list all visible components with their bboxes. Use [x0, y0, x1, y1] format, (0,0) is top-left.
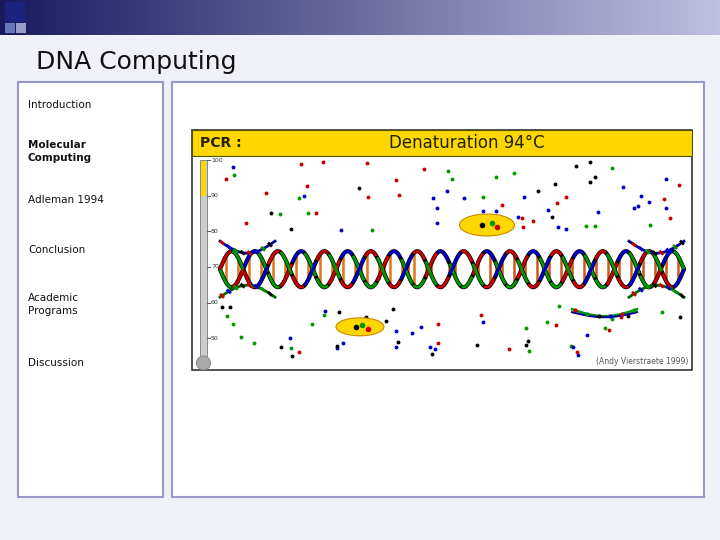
Ellipse shape — [336, 318, 384, 336]
Text: Discussion: Discussion — [28, 358, 84, 368]
Bar — [201, 161, 206, 196]
Text: Adleman 1994: Adleman 1994 — [28, 195, 104, 205]
Text: Introduction: Introduction — [28, 100, 91, 110]
Bar — [200, 160, 207, 356]
Text: 90: 90 — [211, 193, 219, 198]
Bar — [192, 130, 692, 370]
Bar — [16, 23, 26, 33]
Text: Molecular
Computing: Molecular Computing — [28, 140, 92, 163]
Ellipse shape — [197, 356, 210, 370]
Bar — [5, 2, 25, 22]
Text: Denaturation 94°C: Denaturation 94°C — [390, 134, 545, 152]
Ellipse shape — [459, 214, 515, 236]
Bar — [172, 82, 704, 497]
Bar — [18, 82, 163, 497]
Bar — [192, 130, 692, 156]
Text: DNA Computing: DNA Computing — [36, 50, 236, 74]
Text: 50: 50 — [211, 336, 219, 341]
Text: Academic
Programs: Academic Programs — [28, 293, 79, 316]
Text: 100: 100 — [211, 158, 222, 163]
Text: 80: 80 — [211, 229, 219, 234]
Text: (Andy Vierstraete 1999): (Andy Vierstraete 1999) — [595, 357, 688, 366]
Text: 70: 70 — [211, 265, 219, 269]
Text: Conclusion: Conclusion — [28, 245, 85, 255]
Text: 60: 60 — [211, 300, 219, 305]
Text: PCR :: PCR : — [200, 136, 242, 150]
Bar — [5, 23, 15, 33]
